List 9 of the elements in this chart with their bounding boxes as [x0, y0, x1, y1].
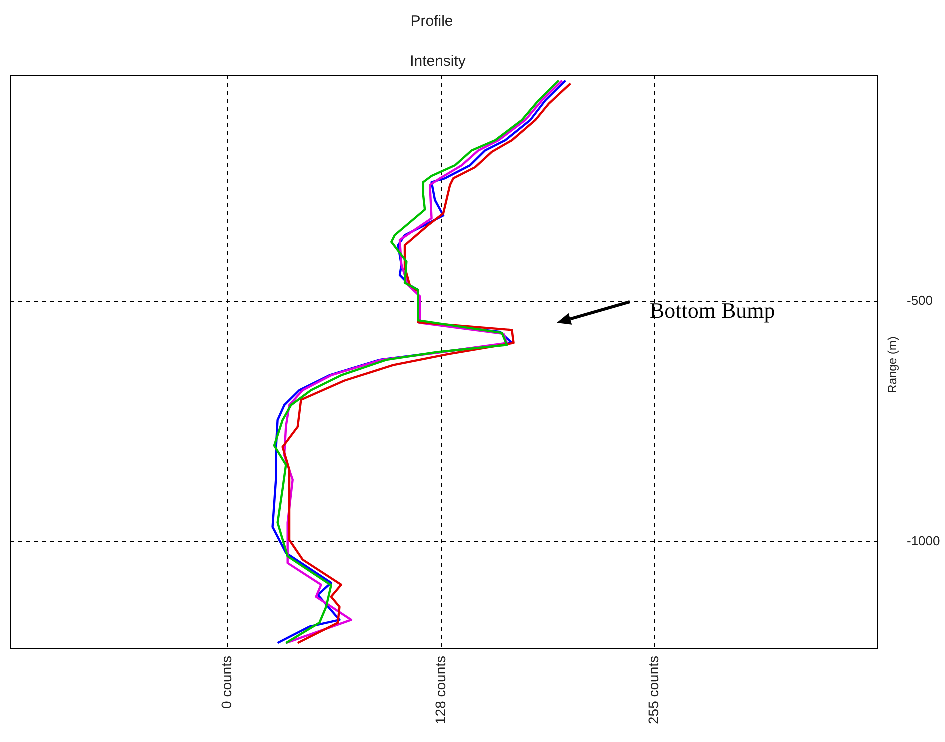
x-tick-label: 255 counts: [645, 656, 662, 724]
y-axis-title: Range (m): [885, 336, 900, 394]
chart-title: Profile: [410, 13, 454, 30]
x-tick-label: 0 counts: [218, 656, 234, 709]
annotation: Bottom Bump: [650, 298, 776, 323]
chart-subtitle: Intensity: [410, 53, 466, 70]
y-tick-label: -500: [907, 292, 934, 308]
y-tick-label: -1000: [907, 534, 940, 549]
x-tick-label: 128 counts: [432, 656, 449, 724]
